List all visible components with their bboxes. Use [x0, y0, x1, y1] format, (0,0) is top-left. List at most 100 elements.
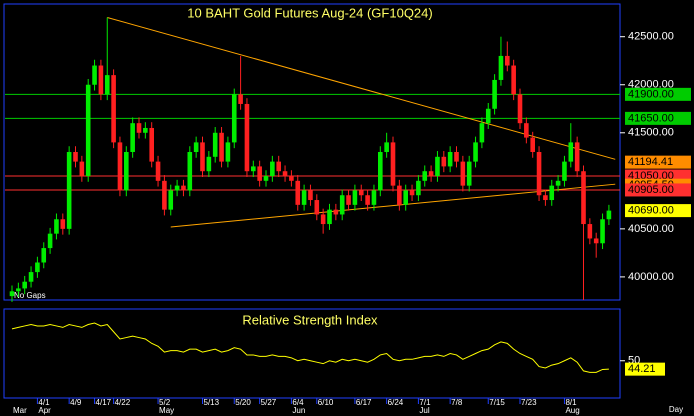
x-tick-label: 4/9	[70, 398, 82, 407]
x-tick-label: 6/17	[356, 398, 372, 407]
trendline	[107, 17, 616, 160]
candle-body	[428, 171, 434, 177]
candle-body	[35, 262, 40, 273]
x-tick-label: 5/2	[159, 398, 171, 407]
candle-body	[124, 152, 129, 191]
note: No Gaps	[14, 291, 46, 300]
candle-body	[454, 152, 459, 162]
candle-body	[327, 209, 332, 225]
candle-body	[251, 166, 256, 172]
rsi-line	[11, 322, 609, 373]
y-tick-label: 40500.00	[628, 223, 674, 235]
candle-body	[422, 171, 428, 181]
candle-body	[282, 171, 288, 177]
candle-body	[41, 248, 47, 263]
candle-body	[358, 190, 364, 196]
candle-body	[333, 209, 339, 215]
x-tick-label: 7/1	[419, 398, 431, 407]
candle-body	[104, 75, 110, 95]
candle-body	[187, 152, 193, 191]
candle-body	[117, 142, 123, 191]
candle-body	[574, 142, 580, 172]
candle-body	[511, 65, 516, 95]
level-label: 41900.00	[628, 88, 674, 100]
candle-body	[244, 103, 250, 172]
candle-body	[409, 190, 415, 196]
level-box	[625, 111, 691, 125]
level-box	[625, 87, 691, 101]
candle-body	[416, 180, 421, 196]
candle-body	[16, 288, 21, 292]
candle-body	[289, 176, 294, 181]
candle-body	[98, 65, 104, 95]
candle-body	[143, 127, 148, 133]
candle-body	[9, 291, 15, 297]
candle-body	[22, 281, 27, 289]
x-tick-label: 5/20	[235, 398, 251, 407]
candle-body	[435, 156, 440, 177]
level-label: 41194.41	[628, 156, 673, 168]
y-tick-label: 42500.00	[628, 31, 674, 43]
candle-body	[47, 233, 53, 249]
candle-body	[219, 132, 224, 162]
candle-body	[524, 123, 529, 138]
x-tick-label: 5/27	[261, 398, 277, 407]
candle-body	[587, 224, 593, 239]
rsi-last-box	[625, 362, 665, 376]
candle-body	[92, 65, 97, 85]
candle-body	[390, 142, 396, 186]
candle-body	[492, 79, 497, 109]
candle-body	[378, 152, 383, 191]
candle-body	[193, 142, 199, 152]
candle-body	[441, 156, 447, 167]
x-tick-label: 4/1	[38, 398, 50, 407]
candle-body	[174, 185, 180, 191]
candle-body	[536, 152, 542, 196]
candle-body	[225, 142, 231, 162]
candle-body	[66, 152, 72, 229]
price-panel	[3, 3, 621, 301]
candle-body	[365, 195, 370, 205]
candle-body	[308, 190, 313, 201]
candle-body	[447, 152, 453, 167]
candle-body	[530, 137, 535, 152]
candle-body	[73, 152, 78, 162]
x-tick-label: 7/15	[489, 398, 505, 407]
candle-body	[257, 166, 262, 181]
candle-body	[320, 214, 326, 225]
candle-body	[555, 180, 561, 186]
candle-body	[238, 94, 243, 104]
candle-body	[276, 161, 281, 172]
x-tick-label: 6/10	[318, 398, 334, 407]
rsi-title: Relative Strength Index	[242, 312, 378, 327]
candle-body	[600, 219, 605, 244]
candle-body	[581, 171, 586, 225]
candle-body	[149, 127, 154, 162]
x-tick-label: 8/1	[565, 398, 577, 407]
x-tick-label: 4/17	[96, 398, 112, 407]
candle-body	[568, 142, 574, 162]
candle-body	[54, 219, 59, 234]
period-label: Day	[669, 405, 683, 414]
candle-body	[314, 200, 320, 215]
candle-body	[403, 190, 408, 205]
candle-body	[384, 142, 389, 152]
month-label: Jun	[292, 406, 305, 415]
candle-body	[85, 84, 91, 177]
x-tick-label: 4/22	[115, 398, 131, 407]
level-label: 40905.00	[628, 184, 674, 196]
rsi-last-label: 44.21	[628, 363, 656, 375]
rsi-panel	[3, 308, 621, 399]
y-tick-label: 40000.00	[628, 271, 674, 283]
month-label: Mar	[13, 406, 27, 415]
candle-body	[498, 55, 504, 80]
candle-body	[28, 272, 34, 282]
month-label: Jul	[419, 406, 429, 415]
candle-body	[155, 161, 161, 181]
candle-body	[562, 161, 567, 181]
candle-body	[200, 142, 205, 172]
level-label: 41650.00	[628, 112, 674, 124]
candle-body	[168, 190, 174, 210]
